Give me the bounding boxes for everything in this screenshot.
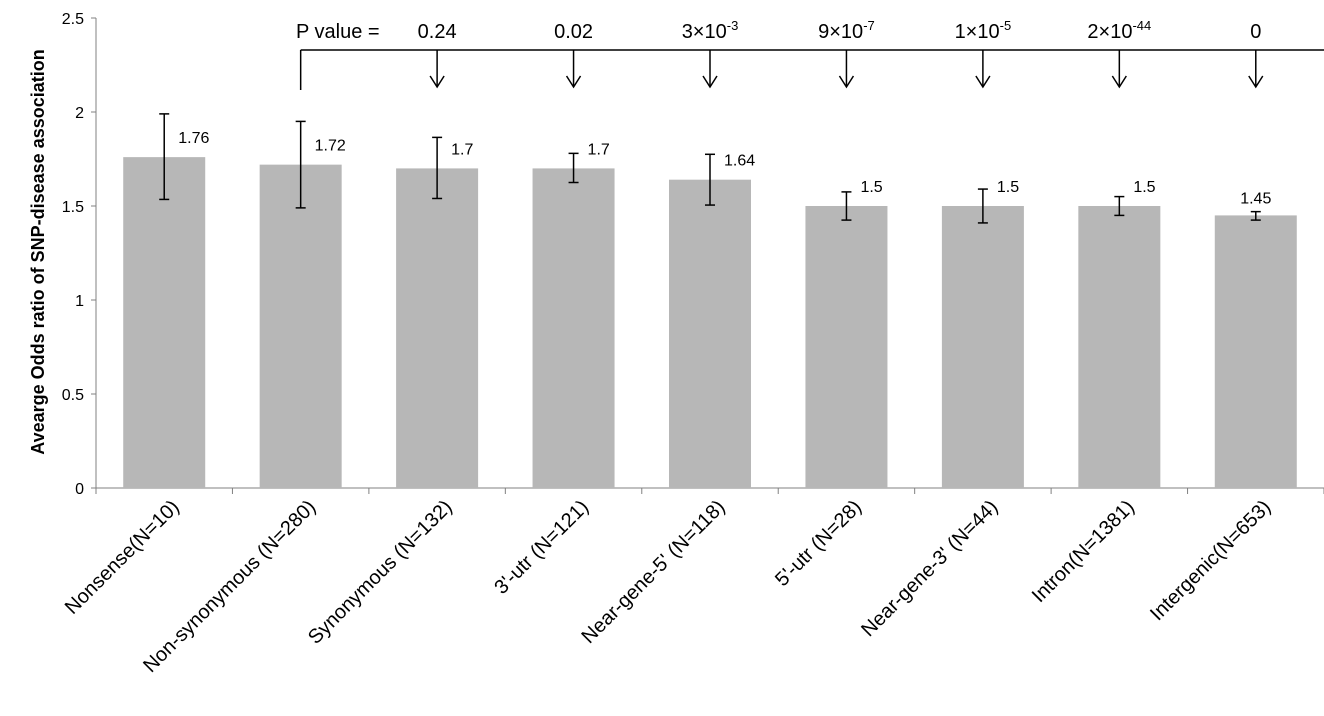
y-tick-label: 2 xyxy=(75,105,84,122)
data-label: 1.5 xyxy=(997,179,1019,196)
bar xyxy=(1215,215,1297,488)
category-label: Synonymous (N=132) xyxy=(304,496,457,649)
data-label: 1.72 xyxy=(315,138,346,155)
data-label: 1.45 xyxy=(1240,191,1271,208)
bar xyxy=(669,180,751,488)
category-label: Intron(N=1381) xyxy=(1028,496,1139,607)
y-tick-label: 0 xyxy=(75,481,84,498)
p-value-prefix: P value = xyxy=(296,21,380,43)
category-label: 5'-utr (N=28) xyxy=(771,496,866,591)
category-label: Near-gene-5' (N=118) xyxy=(578,496,730,648)
p-value-label: 1×10-5 xyxy=(955,18,1012,43)
p-value-label: 0.24 xyxy=(418,21,457,43)
p-value-annotation: P value = 0.24 0.02 3×10-3 9×10-7 1×10-5 2×10-… xyxy=(296,18,1324,90)
y-tick-label: 1.5 xyxy=(62,199,84,216)
bars xyxy=(123,157,1297,488)
data-label: 1.64 xyxy=(724,153,755,170)
p-value-label: 0.02 xyxy=(554,21,593,43)
p-value-label: 2×10-44 xyxy=(1087,18,1151,43)
bar xyxy=(1078,206,1160,488)
bar xyxy=(805,206,887,488)
category-label: Nonsense(N=10) xyxy=(61,496,184,619)
data-label: 1.76 xyxy=(178,130,209,147)
bar xyxy=(396,168,478,488)
p-value-label: 3×10-3 xyxy=(682,18,739,43)
y-tick-label: 2.5 xyxy=(62,11,84,28)
y-tick-label: 0.5 xyxy=(62,387,84,404)
category-label: Intergenic(N=653) xyxy=(1146,496,1275,625)
bar xyxy=(533,168,615,488)
bar xyxy=(942,206,1024,488)
p-value-label: 0 xyxy=(1250,21,1261,43)
p-value-label: 9×10-7 xyxy=(818,18,875,43)
category-label: 3'-utr (N=121) xyxy=(490,496,593,599)
data-label: 1.7 xyxy=(588,141,610,158)
data-label: 1.5 xyxy=(1133,179,1155,196)
bar xyxy=(260,165,342,488)
category-label: Near-gene-3' (N=44) xyxy=(857,496,1002,641)
y-tick-label: 1 xyxy=(75,293,84,310)
data-label: 1.5 xyxy=(860,179,882,196)
y-axis-title: Avearge Odds ratio of SNP-disease associ… xyxy=(28,49,48,454)
category-labels: Nonsense(N=10)Non-synonymous (N=280)Syno… xyxy=(61,496,1275,677)
bar xyxy=(123,157,205,488)
data-label: 1.7 xyxy=(451,141,473,158)
